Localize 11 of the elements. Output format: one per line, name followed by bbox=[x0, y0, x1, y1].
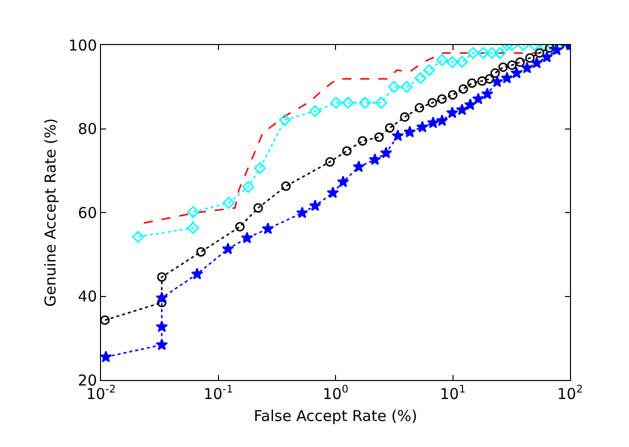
x-axis-title: False Accept Rate (%) bbox=[254, 407, 418, 425]
y-tick-label: 80 bbox=[78, 120, 97, 138]
y-axis-title: Genuine Accept Rate (%) bbox=[42, 118, 60, 307]
x-tick-label: 10$^{0}$ bbox=[322, 384, 348, 403]
x-tick-label: 10$^{-1}$ bbox=[203, 384, 234, 403]
x-tick-label: 10$^{1}$ bbox=[440, 384, 466, 403]
y-tick-label: 60 bbox=[78, 204, 97, 222]
y-tick-label: 20 bbox=[78, 371, 97, 390]
x-tick-label: 10$^{2}$ bbox=[557, 384, 583, 403]
y-tick-label: 100 bbox=[68, 36, 97, 54]
y-tick-label: 40 bbox=[78, 288, 97, 306]
